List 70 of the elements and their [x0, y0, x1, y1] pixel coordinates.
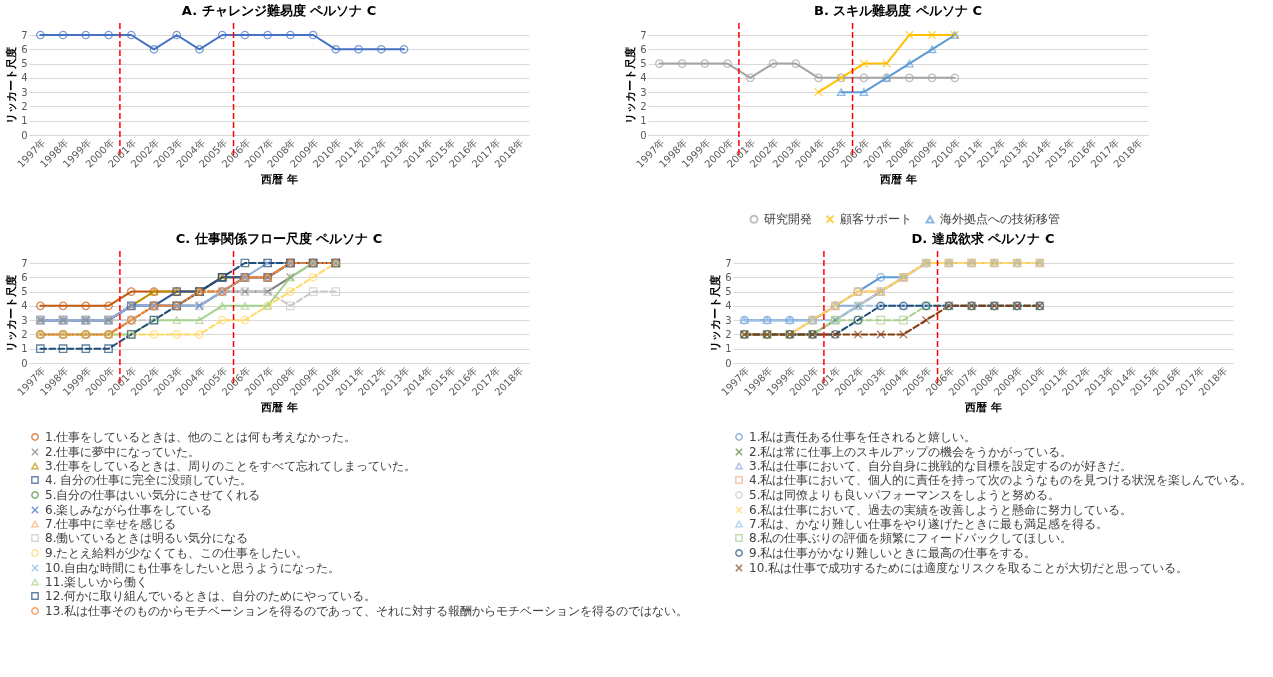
x-axis-title: 西暦 年	[964, 400, 1002, 414]
x-axis-title: 西暦 年	[260, 400, 298, 414]
y-tick-label: 0	[725, 357, 732, 369]
legend-label: 2.私は常に仕事上のスキルアップの機会をうかがっている。	[749, 445, 1073, 459]
legend-label: 6.私は仕事において、過去の実績を改善しようと懸命に努力している。	[749, 503, 1133, 517]
y-tick-label: 7	[640, 29, 647, 41]
legend-label: 12.何かに取り組んでいるときは、自分のためにやっている。	[45, 589, 377, 603]
y-tick-label: 3	[640, 86, 647, 98]
chart-title: D. 達成欲求 ペルソナ C	[911, 231, 1055, 247]
legend-label: 3.私は仕事において、自分自身に挑戦的な目標を設定するのが好きだ。	[749, 459, 1133, 473]
y-tick-label: 0	[21, 357, 28, 369]
legend-label: 7.仕事中に幸せを感じる	[45, 517, 177, 531]
y-tick-label: 3	[21, 314, 28, 326]
legend-label: 10.自由な時間にも仕事をしたいと思うようになった。	[45, 561, 341, 575]
y-tick-label: 5	[21, 58, 28, 70]
y-tick-label: 2	[21, 100, 28, 112]
y-tick-label: 2	[21, 328, 28, 340]
legend-label: 6.楽しみながら仕事をしている	[45, 503, 213, 517]
y-tick-label: 1	[725, 343, 732, 355]
y-tick-label: 7	[21, 257, 28, 269]
chart-title: C. 仕事関係フロー尺度 ペルソナ C	[175, 231, 383, 247]
y-tick-label: 5	[640, 58, 647, 70]
y-tick-label: 1	[21, 343, 28, 355]
y-axis-title: リッカート尺度	[624, 47, 638, 124]
legend-label: 4. 自分の仕事に完全に没頭していた。	[45, 473, 253, 487]
y-tick-label: 7	[21, 29, 28, 41]
y-tick-label: 2	[640, 100, 647, 112]
y-axis-title: リッカート尺度	[709, 275, 723, 352]
legend-label: 13.私は仕事そのものからモチベーションを得るのであって、それに対する報酬からモチベーションを得るのではない。	[45, 604, 689, 618]
legend-label: 7.私は、かなり難しい仕事をやり遂げたときに最も満足感を得る。	[749, 517, 1109, 531]
y-tick-label: 4	[640, 72, 647, 84]
y-axis-title: リッカート尺度	[5, 275, 19, 352]
chart-title: A. チャレンジ難易度 ペルソナ C	[181, 3, 377, 19]
legend-label: 10.私は仕事で成功するためには適度なリスクを取ることが大切だと思っている。	[749, 561, 1189, 575]
y-tick-label: 4	[725, 300, 732, 312]
y-tick-label: 1	[640, 115, 647, 127]
legend-label: 3.仕事をしているときは、周りのことをすべて忘れてしまっていた。	[45, 459, 417, 473]
y-tick-label: 6	[725, 271, 732, 283]
legend-label: 5.私は同僚よりも良いパフォーマンスをしようと努める。	[749, 488, 1061, 502]
legend-label: 研究開発	[764, 212, 812, 227]
y-tick-label: 3	[21, 86, 28, 98]
legend-label: 11.楽しいから働く	[45, 575, 149, 589]
y-tick-label: 6	[21, 43, 28, 55]
legend-label: 1.私は責任ある仕事を任されると嬉しい。	[749, 430, 977, 444]
y-tick-label: 6	[640, 43, 647, 55]
y-tick-label: 4	[21, 300, 28, 312]
x-axis-title: 西暦 年	[879, 172, 917, 186]
y-tick-label: 6	[21, 271, 28, 283]
y-axis-title: リッカート尺度	[5, 47, 19, 124]
y-tick-label: 4	[21, 72, 28, 84]
y-tick-label: 2	[725, 328, 732, 340]
legend-label: 9.私は仕事がかなり難しいときに最高の仕事をする。	[749, 546, 1037, 560]
chart-title: B. スキル難易度 ペルソナ C	[814, 3, 982, 19]
y-tick-label: 3	[725, 314, 732, 326]
legend-label: 4.私は仕事において、個人的に責任を持って次のようなものを見つける状況を楽しんでいる。	[749, 473, 1253, 487]
y-tick-label: 5	[21, 286, 28, 298]
y-tick-label: 1	[21, 115, 28, 127]
legend-label: 5.自分の仕事はいい気分にさせてくれる	[45, 488, 261, 502]
y-tick-label: 0	[640, 129, 647, 141]
legend-label: 9.たとえ給料が少なくても、この仕事をしたい。	[45, 546, 309, 560]
y-tick-label: 0	[21, 129, 28, 141]
y-tick-label: 5	[725, 286, 732, 298]
x-axis-title: 西暦 年	[260, 172, 298, 186]
legend-label: 海外拠点への技術移管	[940, 212, 1060, 227]
legend-label: 8.私の仕事ぶりの評価を頻繁にフィードバックしてほしい。	[749, 531, 1073, 545]
legend-label: 顧客サポート	[840, 212, 912, 227]
y-tick-label: 7	[725, 257, 732, 269]
legend-label: 2.仕事に夢中になっていた。	[45, 445, 201, 459]
legend-label: 1.仕事をしているときは、他のことは何も考えなかった。	[45, 430, 357, 444]
legend-label: 8.働いているときは明るい気分になる	[45, 531, 249, 545]
